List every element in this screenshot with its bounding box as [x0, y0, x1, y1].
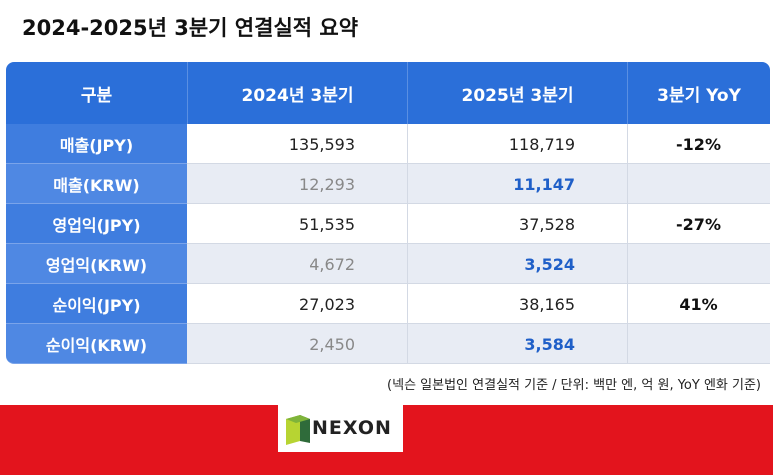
column-divider: [627, 164, 628, 204]
value-2024: 4,672: [309, 254, 355, 274]
column-divider: [627, 244, 628, 284]
value-2025: 11,147: [513, 174, 575, 194]
column-divider: [407, 124, 408, 164]
row-bg: [187, 204, 770, 244]
value-2025: 37,528: [519, 214, 575, 234]
value-2025: 3,584: [524, 334, 575, 354]
column-divider: [627, 204, 628, 244]
value-2024: 2,450: [309, 334, 355, 354]
column-divider: [407, 324, 408, 364]
column-divider: [407, 164, 408, 204]
title: 2024-2025년 3분기 연결실적 요약: [22, 16, 359, 40]
value-2024: 51,535: [299, 214, 355, 234]
row-label: 순이익(JPY): [6, 284, 187, 324]
value-2025: 38,165: [519, 294, 575, 314]
row-bg: [187, 284, 770, 324]
row-label: 매출(JPY): [6, 124, 187, 164]
value-2024: 135,593: [288, 134, 355, 154]
row-label: 영업익(JPY): [6, 204, 187, 244]
column-divider: [627, 284, 628, 324]
value-2024: 12,293: [299, 174, 355, 194]
row-label: 매출(KRW): [6, 164, 187, 204]
column-divider: [407, 204, 408, 244]
row-bg: [187, 324, 770, 364]
logo-icon: [286, 415, 310, 445]
header-cell: 구분: [80, 85, 113, 106]
value-2025: 118,719: [508, 134, 575, 154]
header-row: [6, 62, 770, 124]
logo: NEXON: [278, 405, 403, 452]
value-2024: 27,023: [299, 294, 355, 314]
row-label: 순이익(KRW): [6, 324, 187, 364]
header-cell: 2024년 3분기: [187, 62, 407, 124]
column-divider: [407, 244, 408, 284]
column-divider: [407, 284, 408, 324]
logo-text: NEXON: [312, 417, 392, 439]
column-divider: [627, 324, 628, 364]
value-2025: 3,524: [524, 254, 575, 274]
column-divider: [627, 124, 628, 164]
header-cell: 3분기 YoY: [627, 62, 770, 124]
value-yoy: -12%: [676, 134, 721, 154]
value-yoy: -27%: [676, 214, 721, 234]
row-bg: [187, 164, 770, 204]
value-yoy: 41%: [679, 294, 718, 314]
row-bg: [187, 244, 770, 284]
footnote: (넥슨 일본법인 연결실적 기준 / 단위: 백만 엔, 억 원, YoY 엔화…: [387, 378, 761, 393]
header-cell: 2025년 3분기: [407, 62, 627, 124]
row-label: 영업익(KRW): [6, 244, 187, 284]
row-bg: [187, 124, 770, 164]
